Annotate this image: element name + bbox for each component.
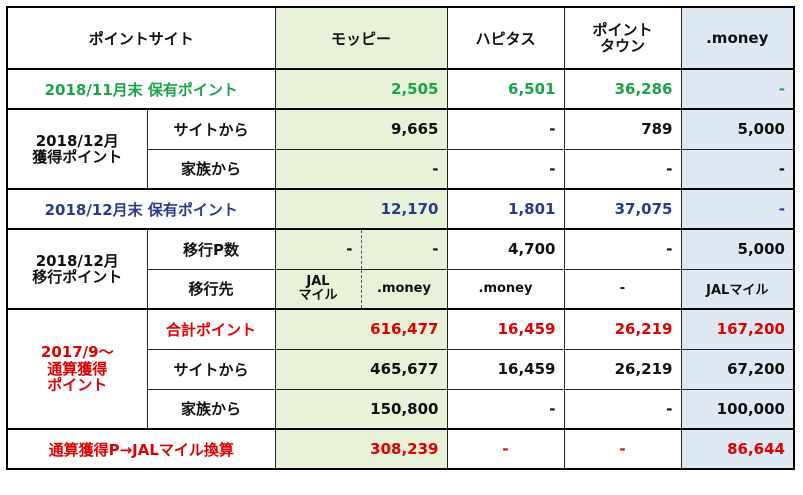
- points-summary-table: ポイントサイト モッピー ハピタス ポイント タウン .money 2018/1…: [6, 6, 795, 470]
- nov-held-money: -: [680, 68, 795, 110]
- dec-transfer-dest-money: JALマイル: [680, 268, 795, 310]
- cumulative-site-row: サイトから 465,677 16,459 26,219 67,200: [7, 348, 795, 390]
- jal-conversion-pointtown: -: [563, 428, 682, 470]
- dec-transfer-count-money: 5,000: [680, 228, 795, 270]
- dec-held-moppy: 12,170: [274, 188, 448, 230]
- dec-earned-family-row: 家族から - - - -: [7, 148, 795, 190]
- dec-transfer-dest-hapitas: .money: [446, 268, 565, 310]
- cumulative-total-money: 167,200: [680, 308, 795, 350]
- cumulative-family-pointtown: -: [563, 388, 682, 430]
- dec-transfer-count-moppy-b: -: [360, 228, 448, 270]
- cumulative-family-hapitas: -: [446, 388, 565, 430]
- dec-transfer-dest-label: 移行先: [146, 268, 276, 310]
- dec-earned-family-label: 家族から: [146, 148, 276, 190]
- cumulative-site-money: 67,200: [680, 348, 795, 390]
- jal-conversion-hapitas: -: [446, 428, 565, 470]
- cumulative-site-moppy: 465,677: [274, 348, 448, 390]
- dec-transfer-count-moppy-a: -: [274, 228, 362, 270]
- cumulative-family-row: 家族から 150,800 - - 100,000: [7, 388, 795, 430]
- dec-earned-family-moppy: -: [274, 148, 448, 190]
- dec-transfer-count-hapitas: 4,700: [446, 228, 565, 270]
- dec-held-hapitas: 1,801: [446, 188, 565, 230]
- dec-held-row: 2018/12月末 保有ポイント 12,170 1,801 37,075 -: [6, 188, 795, 230]
- header-money: .money: [680, 6, 795, 70]
- nov-held-row: 2018/11月末 保有ポイント 2,505 6,501 36,286 -: [6, 68, 795, 110]
- cumulative-label: 2017/9～ 通算獲得 ポイント: [6, 308, 148, 430]
- jal-conversion-label: 通算獲得P→JALマイル換算: [6, 428, 276, 470]
- dec-earned-site-moppy: 9,665: [274, 108, 448, 150]
- dec-held-pointtown: 37,075: [563, 188, 682, 230]
- cumulative-site-pointtown: 26,219: [563, 348, 682, 390]
- cumulative-total-moppy: 616,477: [274, 308, 448, 350]
- dec-transfer-dest-row: 移行先 JAL マイル .money .money - JALマイル: [7, 268, 795, 310]
- dec-earned-site-money: 5,000: [680, 108, 795, 150]
- dec-earned-family-hapitas: -: [446, 148, 565, 190]
- cumulative-family-moppy: 150,800: [274, 388, 448, 430]
- points-table-wrapper: ポイントサイト モッピー ハピタス ポイント タウン .money 2018/1…: [6, 6, 795, 470]
- header-hapitas: ハピタス: [446, 6, 565, 70]
- dec-transfer-dest-moppy-b: .money: [360, 268, 448, 310]
- dec-earned-family-money: -: [680, 148, 795, 190]
- nov-held-moppy: 2,505: [274, 68, 448, 110]
- header-row: ポイントサイト モッピー ハピタス ポイント タウン .money: [6, 6, 795, 70]
- cumulative-family-money: 100,000: [680, 388, 795, 430]
- nov-held-hapitas: 6,501: [446, 68, 565, 110]
- dec-transfer-dest-pointtown: -: [563, 268, 682, 310]
- dec-transfer-dest-moppy-a: JAL マイル: [274, 268, 362, 310]
- cumulative-site-hapitas: 16,459: [446, 348, 565, 390]
- cumulative-family-label: 家族から: [146, 388, 276, 430]
- dec-transfer-count-row: 2018/12月 移行ポイント 移行P数 - - 4,700 - 5,000: [6, 228, 795, 310]
- jal-conversion-row: 通算獲得P→JALマイル換算 308,239 - - 86,644: [6, 428, 795, 470]
- cumulative-site-label: サイトから: [146, 348, 276, 390]
- dec-earned-site-label: サイトから: [146, 108, 276, 150]
- dec-earned-site-hapitas: -: [446, 108, 565, 150]
- dec-held-money: -: [680, 188, 795, 230]
- dec-transfer-count-label: 移行P数: [146, 228, 276, 270]
- jal-conversion-money: 86,644: [680, 428, 795, 470]
- dec-earned-family-pointtown: -: [563, 148, 682, 190]
- dec-earned-label: 2018/12月 獲得ポイント: [6, 108, 148, 190]
- nov-held-label: 2018/11月末 保有ポイント: [6, 68, 276, 110]
- dec-held-label: 2018/12月末 保有ポイント: [6, 188, 276, 230]
- nov-held-pointtown: 36,286: [563, 68, 682, 110]
- header-site: ポイントサイト: [6, 6, 276, 70]
- dec-transfer-label: 2018/12月 移行ポイント: [6, 228, 148, 310]
- dec-earned-site-row: 2018/12月 獲得ポイント サイトから 9,665 - 789 5,000: [6, 108, 795, 190]
- jal-conversion-moppy: 308,239: [274, 428, 448, 470]
- cumulative-total-label: 合計ポイント: [146, 308, 276, 350]
- cumulative-total-hapitas: 16,459: [446, 308, 565, 350]
- dec-earned-site-pointtown: 789: [563, 108, 682, 150]
- cumulative-total-pointtown: 26,219: [563, 308, 682, 350]
- cumulative-total-row: 2017/9～ 通算獲得 ポイント 合計ポイント 616,477 16,459 …: [6, 308, 795, 430]
- dec-transfer-count-pointtown: -: [563, 228, 682, 270]
- header-moppy: モッピー: [274, 6, 448, 70]
- header-pointtown: ポイント タウン: [563, 6, 682, 70]
